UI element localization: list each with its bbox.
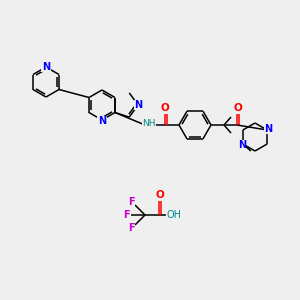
Text: O: O xyxy=(160,103,169,113)
Text: O: O xyxy=(234,103,242,113)
Text: OH: OH xyxy=(167,210,182,220)
Text: N: N xyxy=(238,140,246,150)
Text: N: N xyxy=(264,124,272,134)
Text: F: F xyxy=(128,223,134,233)
Text: F: F xyxy=(123,210,129,220)
Text: N: N xyxy=(98,116,106,126)
Text: N: N xyxy=(134,100,142,110)
Text: F: F xyxy=(128,197,134,207)
Text: NH: NH xyxy=(142,119,156,128)
Text: N: N xyxy=(42,62,50,72)
Text: O: O xyxy=(156,190,164,200)
